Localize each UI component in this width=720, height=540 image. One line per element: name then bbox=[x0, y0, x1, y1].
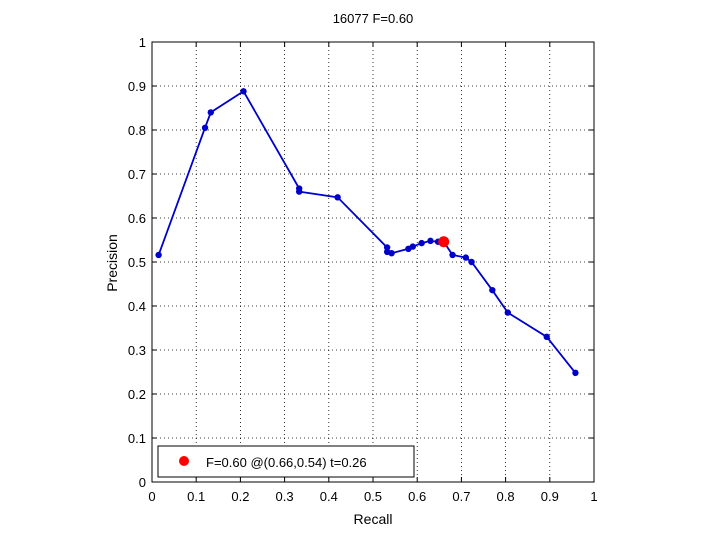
x-tick-label: 0.1 bbox=[187, 489, 205, 504]
legend-marker bbox=[179, 456, 189, 466]
data-point bbox=[489, 286, 496, 294]
y-tick-label: 0.2 bbox=[128, 387, 146, 402]
best-f-point bbox=[438, 236, 450, 248]
y-tick-label: 0.7 bbox=[128, 167, 146, 182]
data-point bbox=[418, 239, 425, 247]
y-tick-label: 0.5 bbox=[128, 255, 146, 270]
axis-ticks bbox=[151, 41, 595, 483]
y-tick-label: 0.1 bbox=[128, 431, 146, 446]
data-point bbox=[383, 244, 391, 251]
data-point bbox=[201, 124, 209, 131]
data-point bbox=[155, 251, 162, 259]
x-tick-label: 0.6 bbox=[408, 489, 426, 504]
y-tick-label: 1 bbox=[139, 35, 146, 50]
y-tick-labels: 0 0.1 0.2 0.3 0.4 0.5 0.6 0.7 0.8 0.9 1 bbox=[128, 35, 146, 490]
data-point bbox=[504, 309, 512, 316]
y-axis-label: Precision bbox=[104, 234, 120, 292]
x-tick-label: 0.2 bbox=[231, 489, 249, 504]
y-tick-label: 0.9 bbox=[128, 79, 146, 94]
series-line bbox=[157, 90, 577, 374]
data-point bbox=[543, 333, 550, 340]
x-axis-label: Recall bbox=[354, 511, 393, 527]
y-tick-label: 0 bbox=[139, 475, 146, 490]
x-tick-label: 0.3 bbox=[276, 489, 294, 504]
data-point bbox=[427, 237, 434, 245]
legend-label: F=0.60 @(0.66,0.54) t=0.26 bbox=[206, 455, 367, 470]
x-tick-label: 0.8 bbox=[497, 489, 515, 504]
data-point bbox=[334, 194, 341, 201]
x-tick-label: 0.4 bbox=[320, 489, 338, 504]
y-tick-label: 0.3 bbox=[128, 343, 146, 358]
data-point bbox=[388, 250, 395, 257]
best-f-marker bbox=[438, 236, 450, 248]
legend: F=0.60 @(0.66,0.54) t=0.26 bbox=[157, 445, 415, 478]
data-point bbox=[409, 243, 416, 250]
y-tick-label: 0.8 bbox=[128, 123, 146, 138]
x-tick-label: 0.5 bbox=[364, 489, 382, 504]
data-point bbox=[240, 88, 247, 95]
data-point bbox=[572, 369, 579, 377]
data-point bbox=[462, 254, 470, 261]
x-tick-label: 0.7 bbox=[452, 489, 470, 504]
legend-box bbox=[157, 445, 415, 478]
chart-title: 16077 F=0.60 bbox=[333, 11, 414, 26]
x-tick-labels: 0 0.1 0.2 0.3 0.4 0.5 0.6 0.7 0.8 0.9 1 bbox=[148, 489, 597, 504]
data-point bbox=[295, 188, 303, 195]
grid bbox=[152, 42, 594, 482]
x-tick-label: 0.9 bbox=[541, 489, 559, 504]
x-tick-label: 0 bbox=[148, 489, 155, 504]
data-point bbox=[449, 251, 456, 259]
data-point bbox=[207, 109, 214, 116]
data-point bbox=[468, 258, 475, 266]
y-tick-label: 0.4 bbox=[128, 299, 146, 314]
series bbox=[155, 88, 579, 377]
x-tick-label: 1 bbox=[590, 489, 597, 504]
y-tick-label: 0.6 bbox=[128, 211, 146, 226]
